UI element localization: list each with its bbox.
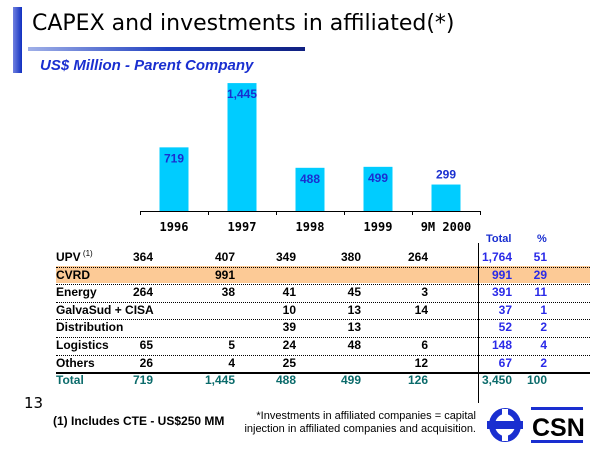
row-value-1997: 991 xyxy=(214,268,235,282)
bar-value-label: 299 xyxy=(436,168,456,182)
bar-value-label: 488 xyxy=(300,172,320,186)
csn-logo-top-bar xyxy=(531,407,583,410)
page-title: CAPEX and investments in affiliated(*) xyxy=(32,11,455,36)
row-value-9m-2000: 6 xyxy=(421,338,428,352)
x-tick-label: 9M 2000 xyxy=(421,220,472,234)
x-tick-label: 1997 xyxy=(228,220,257,234)
row-value-1997: 1,445 xyxy=(204,373,235,387)
csn-logo-icon xyxy=(487,408,523,442)
row-total: 391 xyxy=(491,285,512,299)
csn-logo-bottom-bar xyxy=(531,440,583,443)
page-number: 13 xyxy=(24,394,44,412)
row-separator xyxy=(56,284,590,285)
row-total: 3,450 xyxy=(481,373,512,387)
row-value-1996: 264 xyxy=(132,285,153,299)
row-label: UPV (1) xyxy=(56,249,93,265)
row-pct: 100 xyxy=(526,373,547,387)
row-label: Distribution xyxy=(56,320,124,334)
row-total: 1,764 xyxy=(481,250,512,264)
row-pct: 2 xyxy=(540,356,547,370)
row-value-1998: 25 xyxy=(282,356,296,370)
row-total: 67 xyxy=(498,356,512,370)
row-value-1997: 38 xyxy=(221,285,235,299)
x-tick-label: 1998 xyxy=(296,220,325,234)
row-value-1996: 719 xyxy=(132,373,153,387)
title-accent-bar xyxy=(13,7,22,73)
title-underline xyxy=(28,47,305,51)
row-value-1999: 13 xyxy=(347,320,361,334)
x-tick-label: 1999 xyxy=(364,220,393,234)
row-total: 148 xyxy=(491,338,512,352)
row-value-1996: 26 xyxy=(139,356,153,370)
investment-note-line-2: injection in affiliated companies and ac… xyxy=(244,423,476,435)
bar-1996 xyxy=(159,147,189,211)
row-separator xyxy=(56,337,590,338)
bar-value-label: 499 xyxy=(368,171,388,185)
row-value-9m-2000: 12 xyxy=(414,356,428,370)
row-value-1998: 349 xyxy=(275,250,296,264)
row-label: Logistics xyxy=(56,338,109,352)
row-value-1999: 13 xyxy=(347,303,361,317)
row-separator xyxy=(56,302,590,303)
row-value-1998: 488 xyxy=(275,373,296,387)
row-value-1997: 4 xyxy=(228,356,235,370)
row-separator xyxy=(56,319,590,320)
investment-note-line-1: *Investments in affiliated companies = c… xyxy=(256,410,476,422)
csn-logo: CSN xyxy=(487,407,585,443)
row-pct: 1 xyxy=(540,303,547,317)
row-value-9m-2000: 126 xyxy=(407,373,428,387)
row-value-1997: 5 xyxy=(228,338,235,352)
row-value-1998: 39 xyxy=(282,320,296,334)
row-value-1998: 24 xyxy=(282,338,296,352)
cvrd-row-highlight xyxy=(56,266,590,283)
column-header-pct: % xyxy=(537,233,547,245)
row-value-9m-2000: 3 xyxy=(421,285,428,299)
bar-1997 xyxy=(227,83,257,211)
row-value-1996: 65 xyxy=(139,338,153,352)
bar-1999 xyxy=(363,166,393,211)
row-value-1997: 407 xyxy=(214,250,235,264)
row-total: 991 xyxy=(491,268,512,282)
csn-logo-text: CSN xyxy=(532,414,585,442)
row-separator xyxy=(56,355,590,356)
row-total: 37 xyxy=(498,303,512,317)
row-label: CVRD xyxy=(56,268,91,282)
investment-note: *Investments in affiliated companies = c… xyxy=(226,410,476,436)
row-separator xyxy=(56,267,590,268)
row-pct: 2 xyxy=(540,320,547,334)
row-pct: 4 xyxy=(540,338,547,352)
row-pct: 11 xyxy=(534,285,547,299)
total-row-label: Total xyxy=(56,373,84,387)
row-total: 52 xyxy=(498,320,512,334)
bar-9m-2000 xyxy=(431,184,461,211)
x-tick-label: 1996 xyxy=(160,220,189,234)
column-header-total: Total xyxy=(486,233,512,245)
row-label: Others xyxy=(56,356,95,370)
total-separator xyxy=(56,372,590,374)
row-value-1999: 48 xyxy=(347,338,361,352)
bar-1998 xyxy=(295,167,325,211)
row-pct: 29 xyxy=(533,268,547,282)
row-value-1999: 45 xyxy=(347,285,361,299)
row-value-1996: 364 xyxy=(132,250,153,264)
row-value-1998: 41 xyxy=(282,285,296,299)
row-label: GalvaSud + CISA xyxy=(56,303,154,317)
row-value-1999: 380 xyxy=(340,250,361,264)
page-subtitle: US$ Million - Parent Company xyxy=(40,57,254,74)
row-value-9m-2000: 14 xyxy=(414,303,428,317)
capex-bar-chart: 719 1996 1,445 1997 488 1998 499 1999 299 9M 2000 xyxy=(140,83,481,234)
bar-value-label: 1,445 xyxy=(227,87,257,101)
bar-value-label: 719 xyxy=(164,151,184,165)
total-column-divider xyxy=(478,243,479,403)
row-value-9m-2000: 264 xyxy=(407,250,428,264)
row-value-1998: 10 xyxy=(282,303,296,317)
row-value-1999: 499 xyxy=(340,373,361,387)
footnote: (1) Includes CTE - US$250 MM xyxy=(53,414,225,428)
footnote-ref: (1) xyxy=(80,249,93,258)
row-label: Energy xyxy=(56,285,97,299)
row-pct: 51 xyxy=(533,250,547,264)
